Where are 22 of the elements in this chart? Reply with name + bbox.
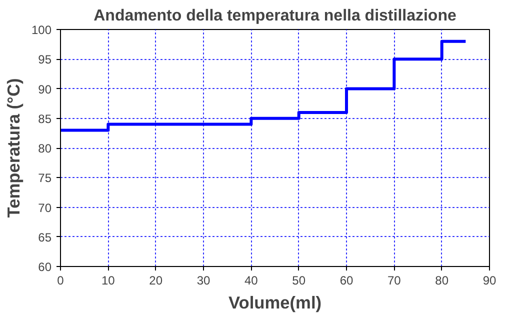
x-tick-label: 40 (244, 274, 258, 288)
y-tick-label: 90 (38, 82, 52, 96)
y-tick-label: 70 (38, 200, 52, 215)
x-axis-title: Volume(ml) (228, 292, 322, 312)
x-tick-label: 60 (340, 274, 354, 288)
x-tick-label: 20 (149, 274, 163, 288)
y-tick-label: 60 (38, 260, 52, 274)
y-tick-label: 95 (38, 52, 52, 67)
x-tick-label: 70 (387, 274, 402, 288)
x-tick-label: 30 (196, 274, 210, 288)
y-tick-label: 75 (38, 171, 52, 186)
chart-title: Andamento della temperatura nella distillazione (94, 8, 456, 24)
y-axis-title: Temperatura (°C) (3, 78, 24, 218)
x-tick-label: 0 (57, 274, 64, 288)
y-tick-label: 80 (38, 142, 52, 156)
x-tick-label: 90 (482, 274, 496, 288)
x-tick-label: 80 (435, 274, 449, 288)
y-tick-label: 100 (31, 23, 52, 37)
y-tick-label: 65 (38, 230, 52, 244)
y-tick-label: 85 (38, 112, 52, 126)
x-tick-label: 50 (292, 274, 306, 288)
x-tick-label: 10 (101, 274, 116, 288)
